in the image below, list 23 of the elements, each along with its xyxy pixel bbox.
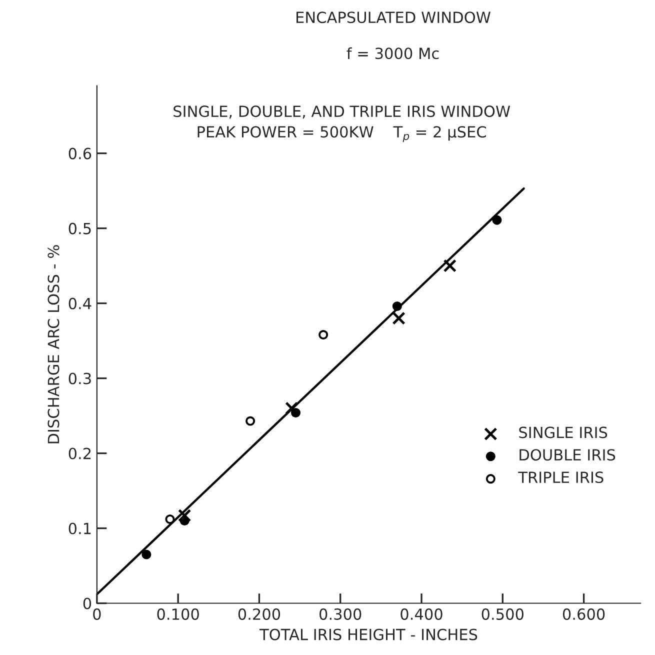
x-tick-label: 0 xyxy=(93,608,101,620)
legend-label: TRIPLE IRIS xyxy=(518,472,604,484)
chart-title: ENCAPSULATED WINDOW xyxy=(296,12,490,24)
chart-subtitle: f = 3000 Mc xyxy=(346,47,439,60)
y-tick-label: 0.4 xyxy=(68,298,92,310)
legend-label: SINGLE IRIS xyxy=(519,426,608,438)
legend-label: DOUBLE IRIS xyxy=(520,449,616,461)
x-axis-title: TOTAL IRIS HEIGHT - INCHES xyxy=(259,628,478,640)
x-tick-label: 0.300 xyxy=(320,608,362,620)
x-tick-label: 0.200 xyxy=(238,608,280,620)
annotation: PEAK POWER = 500KW T$_{p}$ = 2 μSEC xyxy=(198,126,486,142)
y-axis-title: DISCHARGE ARC LOSS - % xyxy=(48,245,60,444)
y-tick-label: 0.3 xyxy=(68,372,91,384)
annotation: SINGLE, DOUBLE, AND TRIPLE IRIS WINDOW xyxy=(174,106,510,119)
x-tick-label: 0.400 xyxy=(400,608,442,620)
x-tick-label: 0.500 xyxy=(482,608,524,620)
y-tick-label: 0.1 xyxy=(68,522,91,534)
y-tick-label: 0 xyxy=(83,598,92,610)
x-tick-label: 0.600 xyxy=(562,608,605,620)
y-tick-label: 0.2 xyxy=(68,448,91,460)
x-tick-label: 0.100 xyxy=(157,608,199,620)
y-tick-label: 0.5 xyxy=(68,222,91,234)
y-tick-label: 0.6 xyxy=(68,148,92,160)
